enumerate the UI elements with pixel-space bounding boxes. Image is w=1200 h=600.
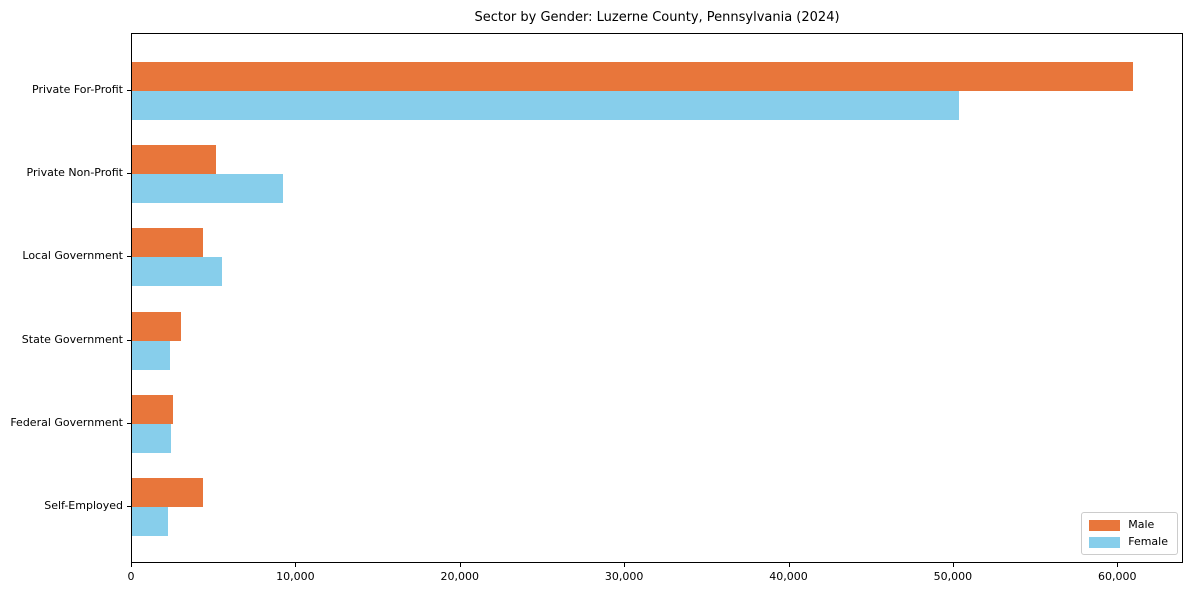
bar-male-local-government bbox=[132, 228, 203, 258]
y-tick-mark bbox=[127, 505, 131, 507]
bar-female-private-non-profit bbox=[132, 174, 283, 204]
legend-swatch-female bbox=[1089, 536, 1121, 548]
legend-swatch-male bbox=[1089, 519, 1121, 531]
bar-female-self-employed bbox=[132, 506, 169, 536]
y-tick-mark bbox=[127, 422, 131, 424]
y-tick-label-private-for-profit: Private For-Profit bbox=[32, 83, 123, 97]
bar-male-private-non-profit bbox=[132, 145, 216, 175]
y-tick-mark bbox=[127, 90, 131, 92]
x-tick-label-40000: 40,000 bbox=[769, 570, 808, 583]
x-tick-mark bbox=[459, 563, 461, 567]
legend-item-male: Male bbox=[1089, 519, 1168, 531]
y-tick-label-private-non-profit: Private Non-Profit bbox=[26, 166, 123, 180]
legend-label-female: Female bbox=[1128, 535, 1168, 548]
plot-area: Male Female bbox=[131, 33, 1183, 563]
legend-label-male: Male bbox=[1128, 518, 1155, 531]
y-tick-label-local-government: Local Government bbox=[22, 249, 123, 263]
y-tick-mark bbox=[127, 173, 131, 175]
bar-female-private-for-profit bbox=[132, 91, 959, 121]
bar-male-state-government bbox=[132, 311, 182, 341]
y-tick-label-federal-government: Federal Government bbox=[10, 415, 123, 429]
y-tick-label-state-government: State Government bbox=[21, 332, 123, 346]
y-tick-mark bbox=[127, 256, 131, 258]
bar-male-federal-government bbox=[132, 394, 174, 424]
legend-item-female: Female bbox=[1089, 536, 1168, 548]
bar-female-state-government bbox=[132, 340, 170, 370]
x-tick-mark bbox=[952, 563, 954, 567]
x-tick-mark bbox=[1117, 563, 1119, 567]
x-tick-label-10000: 10,000 bbox=[276, 570, 315, 583]
y-tick-mark bbox=[127, 339, 131, 341]
x-tick-label-20000: 20,000 bbox=[440, 570, 480, 583]
x-tick-mark bbox=[624, 563, 626, 567]
chart-title: Sector by Gender: Luzerne County, Pennsy… bbox=[474, 10, 840, 25]
bar-female-local-government bbox=[132, 257, 223, 287]
x-tick-label-30000: 30,000 bbox=[604, 570, 644, 583]
x-tick-label-50000: 50,000 bbox=[933, 570, 973, 583]
x-tick-mark bbox=[295, 563, 297, 567]
legend: Male Female bbox=[1081, 512, 1178, 555]
x-tick-label-0: 0 bbox=[127, 570, 135, 583]
x-tick-label-60000: 60,000 bbox=[1098, 570, 1137, 583]
x-tick-mark bbox=[788, 563, 790, 567]
bar-male-private-for-profit bbox=[132, 62, 1133, 92]
x-tick-mark bbox=[131, 563, 132, 567]
bar-male-self-employed bbox=[132, 477, 203, 507]
y-tick-label-self-employed: Self-Employed bbox=[44, 498, 123, 512]
bar-female-federal-government bbox=[132, 423, 172, 453]
